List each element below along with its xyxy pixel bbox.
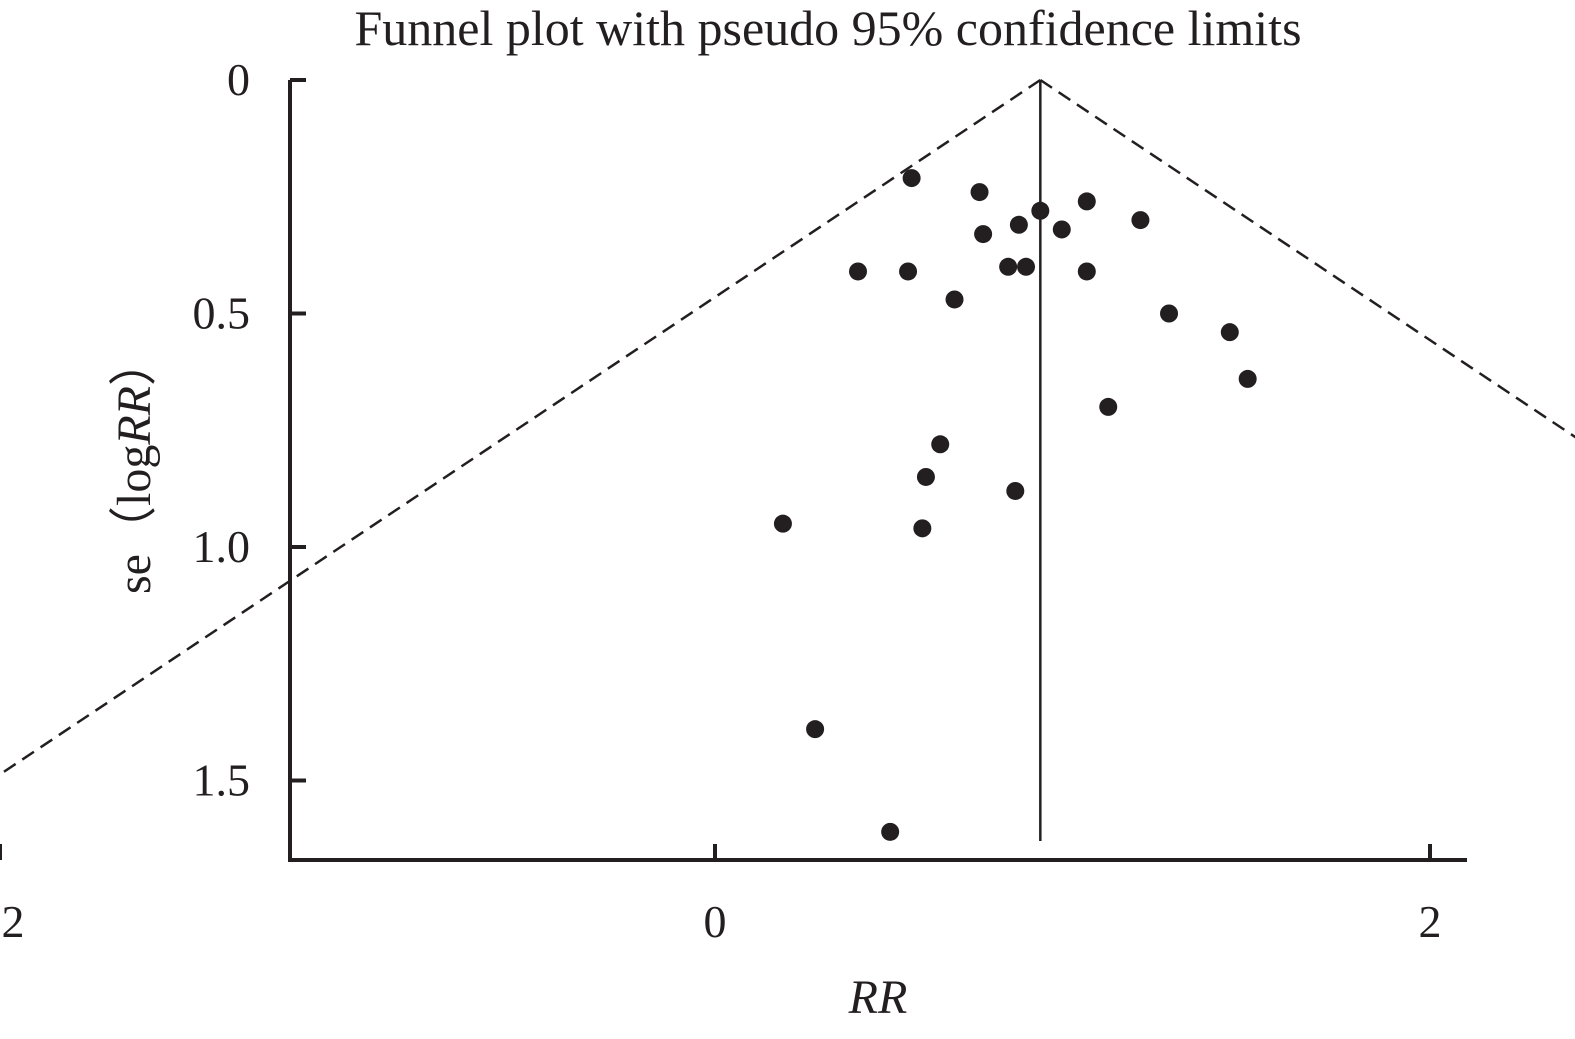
data-point <box>1238 369 1257 388</box>
data-point <box>1009 215 1028 234</box>
y-axis-label: se（logRR） <box>108 338 161 594</box>
data-point <box>849 262 867 281</box>
y-axis-label-open-paren: （ <box>108 506 161 554</box>
y-axis-label-prefix: se <box>108 554 161 594</box>
y-axis-label-func: log <box>108 445 161 506</box>
y-axis-label-close-paren: ） <box>108 338 161 386</box>
data-point <box>1077 192 1096 211</box>
data-point <box>806 720 825 739</box>
data-point <box>945 290 964 309</box>
data-point <box>970 183 989 202</box>
y-tick-label: 1.5 <box>193 755 251 806</box>
svg-text:se（logRR）: se（logRR） <box>108 338 161 594</box>
data-point <box>1031 201 1050 220</box>
data-point <box>1017 257 1036 276</box>
data-point <box>999 257 1018 276</box>
x-tick-label: 2 <box>1419 896 1442 947</box>
lower-confidence-limit-line <box>0 78 1042 776</box>
y-axis-label-var: RR <box>108 386 161 446</box>
chart-title: Funnel plot with pseudo 95% confidence l… <box>354 0 1301 56</box>
data-point <box>1099 397 1118 416</box>
data-point <box>1131 211 1150 230</box>
data-point <box>916 467 935 486</box>
plot-area: 00.51.01.5−2024 <box>0 54 1575 947</box>
y-tick-label: 1.0 <box>193 521 251 572</box>
data-point <box>1077 262 1096 281</box>
data-point <box>1006 481 1025 500</box>
data-point <box>913 519 932 538</box>
upper-confidence-limit-line <box>1039 78 1575 439</box>
data-point <box>931 435 950 454</box>
data-point <box>1052 220 1071 239</box>
y-tick-label: 0 <box>227 54 250 105</box>
x-axis-label: RR <box>848 971 908 1024</box>
data-point <box>1160 304 1179 323</box>
data-point <box>881 822 900 841</box>
x-tick-label: −2 <box>0 896 24 947</box>
data-point <box>902 169 921 188</box>
x-tick-label: 0 <box>704 896 727 947</box>
data-point <box>899 262 918 281</box>
data-point <box>773 514 792 533</box>
y-tick-label: 0.5 <box>193 288 251 339</box>
data-point <box>1220 323 1239 342</box>
data-point <box>974 225 993 244</box>
